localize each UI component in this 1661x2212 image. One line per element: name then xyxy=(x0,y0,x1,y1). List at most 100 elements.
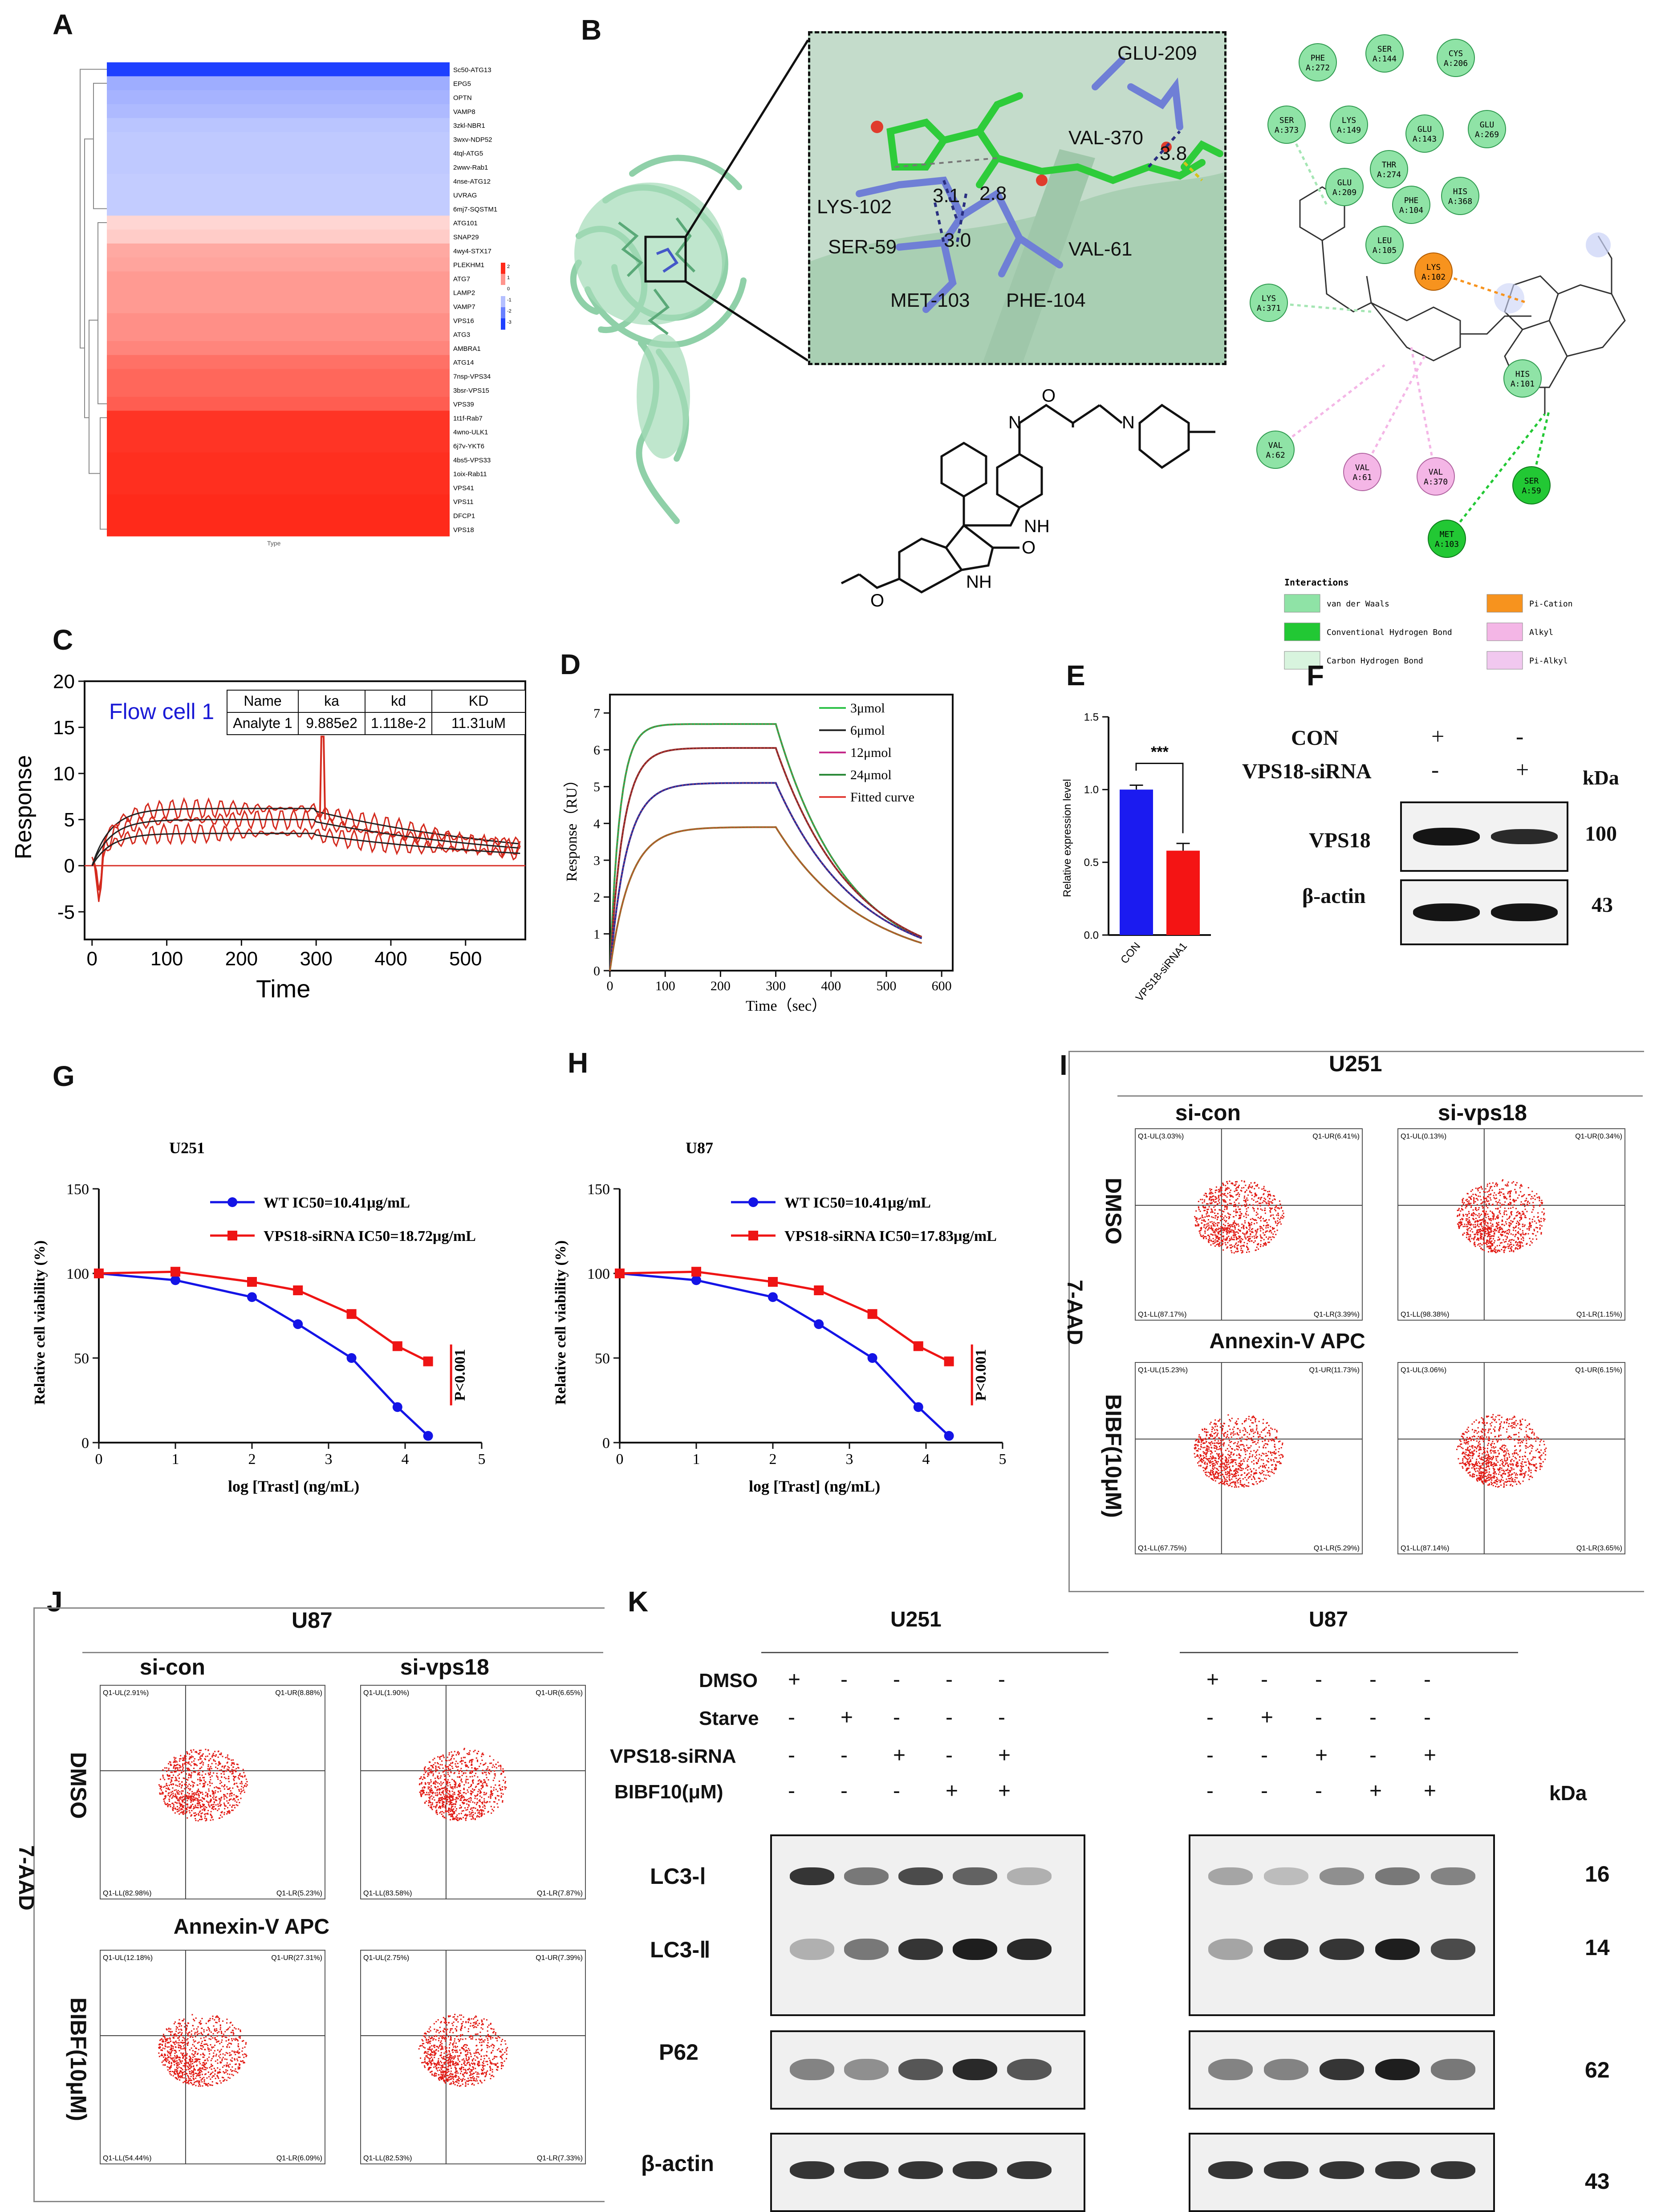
flow-event xyxy=(1526,1464,1527,1466)
flow-event xyxy=(1230,1196,1231,1197)
flow-event xyxy=(1250,1468,1251,1470)
flow-event xyxy=(232,1805,233,1806)
flow-event xyxy=(1225,1468,1226,1470)
flow-event xyxy=(1490,1220,1492,1221)
flow-event xyxy=(1255,1421,1256,1423)
flow-event xyxy=(1487,1183,1488,1185)
flow-event xyxy=(1515,1477,1516,1478)
flow-event xyxy=(1247,1466,1249,1468)
flow-event xyxy=(1264,1201,1266,1202)
distance-label-2: 3.1 xyxy=(933,185,960,207)
flow-event xyxy=(1217,1433,1218,1434)
table-value: 1.118e-2 xyxy=(371,715,426,731)
flow-event xyxy=(1251,1222,1252,1224)
flow-event xyxy=(1521,1424,1523,1425)
flow-event xyxy=(206,1818,207,1819)
flow-event xyxy=(1515,1474,1516,1476)
flow-event xyxy=(172,1793,174,1794)
flow-event xyxy=(1518,1465,1519,1467)
flow-event xyxy=(182,1764,183,1765)
flow-event xyxy=(1494,1251,1495,1252)
flow-event xyxy=(1268,1219,1270,1220)
flow-event xyxy=(182,1769,183,1770)
flow-event xyxy=(1222,1249,1224,1251)
data-point xyxy=(293,1319,303,1329)
flow-event xyxy=(1213,1200,1214,1202)
flow-event xyxy=(1470,1440,1472,1441)
flow-event xyxy=(1503,1252,1505,1253)
flow-event xyxy=(1466,1461,1468,1463)
flow-event xyxy=(182,1760,183,1761)
flow-event xyxy=(1251,1195,1253,1196)
flow-event xyxy=(199,1752,201,1753)
flow-event xyxy=(1496,1198,1497,1199)
flow-event xyxy=(1469,1220,1470,1221)
flow-event xyxy=(1477,1224,1478,1225)
flow-event xyxy=(200,1755,202,1757)
flow-event xyxy=(1475,1207,1476,1208)
flow-event xyxy=(1222,1214,1223,1215)
residue-code: VAL xyxy=(1429,468,1443,477)
flow-event xyxy=(1480,1459,1482,1460)
flow-event xyxy=(1206,1216,1207,1217)
flow-event xyxy=(1238,1445,1239,1447)
flow-event xyxy=(1507,1246,1509,1247)
flow-event xyxy=(1204,1447,1206,1448)
flow-event xyxy=(1211,1216,1212,1218)
flow-event xyxy=(1501,1421,1502,1423)
flow-event xyxy=(1506,1185,1507,1187)
flow-event xyxy=(1209,1236,1210,1237)
flow-event xyxy=(1510,1203,1511,1204)
flow-event xyxy=(1213,1232,1214,1233)
flow-event xyxy=(1244,1242,1245,1243)
flow-event xyxy=(208,1760,210,1761)
flow-event xyxy=(1248,1418,1250,1419)
flow-event xyxy=(1518,1442,1519,1443)
flow-event xyxy=(179,1784,180,1785)
flow-event xyxy=(1494,1218,1496,1220)
flow-event xyxy=(199,1772,200,1773)
flow-event xyxy=(1511,1479,1513,1480)
flow-event xyxy=(1461,1463,1462,1464)
flow-event xyxy=(1519,1427,1520,1429)
flow-event xyxy=(1239,1447,1240,1448)
flow-event xyxy=(197,1792,198,1793)
flow-event xyxy=(1462,1202,1463,1203)
flow-event xyxy=(1473,1239,1474,1240)
flow-event xyxy=(1238,1441,1239,1443)
flow-event xyxy=(211,1763,213,1764)
flow-event xyxy=(1513,1422,1514,1423)
flow-event xyxy=(171,1784,172,1785)
flow-event xyxy=(1524,1215,1526,1216)
flow-event xyxy=(1249,1453,1251,1454)
flow-event xyxy=(1498,1201,1499,1203)
flow-event xyxy=(1224,1484,1226,1485)
flow-event xyxy=(1275,1207,1276,1208)
flow-event xyxy=(1479,1458,1481,1459)
flow-event xyxy=(1507,1244,1509,1245)
flow-event xyxy=(1194,1216,1195,1217)
flow-event xyxy=(1210,1192,1211,1193)
flow-event xyxy=(1253,1208,1255,1209)
flow-event xyxy=(199,1819,200,1820)
flow-event xyxy=(1467,1459,1469,1460)
flow-event xyxy=(1487,1246,1489,1247)
flow-event xyxy=(180,1805,181,1807)
flow-event xyxy=(1504,1214,1505,1215)
flow-event xyxy=(1207,1451,1209,1452)
flow-event xyxy=(1239,1194,1240,1195)
flow-event xyxy=(1233,1470,1235,1472)
res-label-val61: VAL-61 xyxy=(1068,238,1133,260)
flow-event xyxy=(227,1761,228,1763)
flow-event xyxy=(1253,1476,1254,1477)
flow-event xyxy=(1496,1216,1498,1217)
flow-event xyxy=(1243,1430,1244,1431)
flow-event xyxy=(1211,1196,1212,1198)
flow-event xyxy=(1518,1440,1519,1441)
flow-event xyxy=(1231,1453,1232,1455)
ligand-bond xyxy=(1322,240,1371,312)
flow-event xyxy=(218,1787,219,1789)
flow-event xyxy=(170,1795,171,1796)
flow-event xyxy=(1251,1456,1253,1457)
